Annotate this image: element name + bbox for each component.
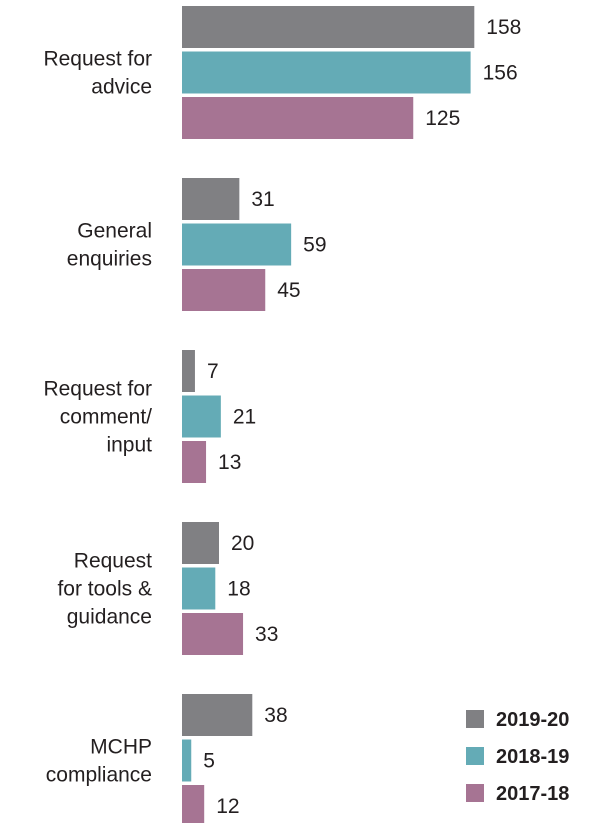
bar-request-for-comment-input-2017-18 bbox=[182, 441, 207, 483]
legend-swatch-2019-20 bbox=[466, 710, 484, 728]
bar-request-for-advice-2018-19 bbox=[182, 51, 471, 94]
bars-group bbox=[182, 6, 475, 823]
category-labels-group: Request for advice General enquiries Request… bbox=[43, 48, 152, 787]
value-label-general-enquiries-2018-19: 59 bbox=[303, 234, 326, 257]
category-label-request-for-tools-guidance-line-2: for tools & bbox=[57, 578, 152, 601]
legend-label-2019-20: 2019-20 bbox=[496, 709, 569, 731]
value-label-request-for-tools-guidance-2019-20: 20 bbox=[231, 532, 254, 555]
value-label-request-for-advice-2018-19: 156 bbox=[483, 62, 518, 85]
value-label-general-enquiries-2019-20: 31 bbox=[251, 188, 274, 211]
bar-general-enquiries-2017-18 bbox=[182, 269, 266, 311]
legend-label-2018-19: 2018-19 bbox=[496, 746, 569, 768]
category-label-general-enquiries-line-2: enquiries bbox=[67, 248, 152, 271]
value-label-request-for-comment-input-2019-20: 7 bbox=[207, 360, 219, 383]
value-label-mchp-compliance-2018-19: 5 bbox=[203, 750, 215, 773]
category-label-request-for-tools-guidance-line-3: guidance bbox=[67, 606, 152, 629]
value-label-request-for-comment-input-2018-19: 21 bbox=[233, 406, 256, 429]
value-label-request-for-tools-guidance-2017-18: 33 bbox=[255, 623, 278, 646]
value-label-request-for-advice-2017-18: 125 bbox=[425, 107, 460, 130]
bar-request-for-tools-guidance-2017-18 bbox=[182, 613, 244, 655]
bar-general-enquiries-2018-19 bbox=[182, 223, 292, 266]
bar-request-for-advice-2019-20 bbox=[182, 6, 475, 48]
bar-request-for-comment-input-2019-20 bbox=[182, 350, 195, 392]
value-label-mchp-compliance-2019-20: 38 bbox=[264, 704, 287, 727]
value-label-request-for-comment-input-2017-18: 13 bbox=[218, 451, 241, 474]
category-label-request-for-comment-input-line-3: input bbox=[106, 434, 152, 457]
bar-request-for-comment-input-2018-19 bbox=[182, 395, 221, 438]
legend-swatch-2017-18 bbox=[466, 784, 484, 802]
bar-mchp-compliance-2018-19 bbox=[182, 739, 192, 782]
category-label-request-for-advice-line-2: advice bbox=[91, 76, 152, 99]
value-label-request-for-tools-guidance-2018-19: 18 bbox=[227, 578, 250, 601]
category-label-general-enquiries-line-1: General bbox=[77, 220, 152, 243]
bar-request-for-tools-guidance-2019-20 bbox=[182, 522, 219, 564]
legend-swatch-2018-19 bbox=[466, 747, 484, 765]
legend-label-2017-18: 2017-18 bbox=[496, 783, 569, 805]
value-label-mchp-compliance-2017-18: 12 bbox=[216, 795, 239, 818]
bar-request-for-tools-guidance-2018-19 bbox=[182, 567, 216, 610]
category-label-request-for-comment-input-line-1: Request for bbox=[43, 378, 152, 401]
bar-mchp-compliance-2017-18 bbox=[182, 785, 205, 823]
category-label-mchp-compliance-line-2: compliance bbox=[46, 764, 152, 787]
bar-request-for-advice-2017-18 bbox=[182, 97, 414, 139]
category-label-request-for-tools-guidance-line-1: Request bbox=[74, 550, 152, 573]
category-label-request-for-advice-line-1: Request for bbox=[43, 48, 152, 71]
value-label-general-enquiries-2017-18: 45 bbox=[277, 279, 300, 302]
category-label-mchp-compliance-line-1: MCHP bbox=[90, 736, 152, 759]
value-label-request-for-advice-2019-20: 158 bbox=[486, 16, 521, 39]
bar-general-enquiries-2019-20 bbox=[182, 178, 240, 220]
category-label-request-for-comment-input-line-2: comment/ bbox=[60, 406, 152, 429]
legend: 2019-20 2018-19 2017-18 bbox=[466, 709, 569, 805]
bar-mchp-compliance-2019-20 bbox=[182, 694, 253, 736]
